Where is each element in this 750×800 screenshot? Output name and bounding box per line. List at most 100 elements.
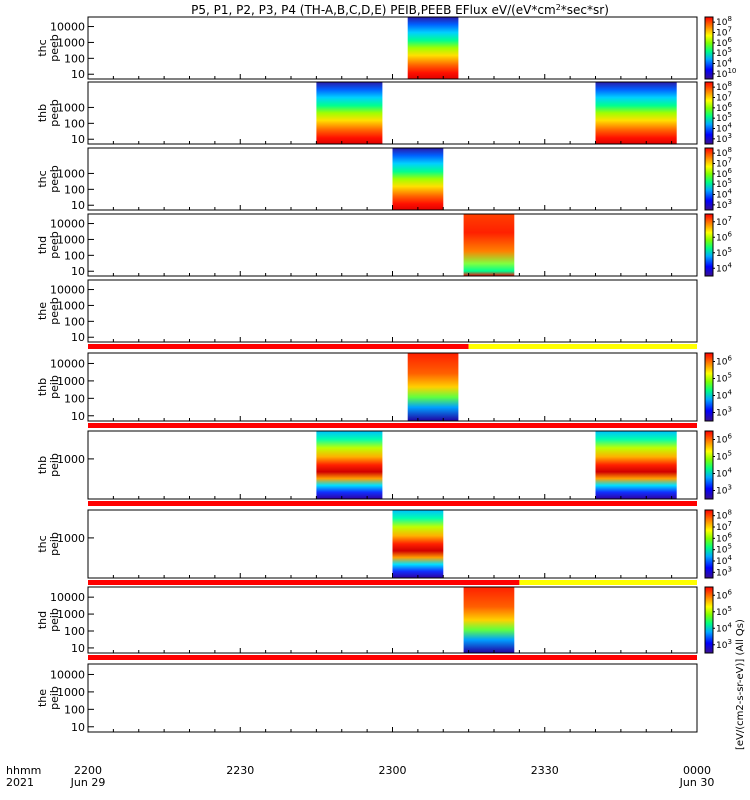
colorbar-tick-label: 105 — [716, 372, 732, 385]
panel-frame — [87, 213, 698, 277]
x-tick-label: 2300 — [379, 764, 407, 777]
colorbar — [704, 213, 714, 277]
colorbar-tick-label: 104 — [716, 554, 732, 567]
y-tick-label: 100 — [64, 703, 85, 716]
quality-flag-bar — [519, 580, 697, 585]
colorbar — [704, 81, 714, 145]
y-tick-label: 10000 — [50, 21, 85, 34]
time-label-hhmm: hhmm — [6, 764, 41, 777]
y-tick-label: 100 — [64, 249, 85, 262]
panel-product-label: peeb — [48, 297, 61, 325]
colorbar-tick-label: 104 — [716, 389, 732, 402]
panel-product-label: peib — [48, 453, 61, 477]
y-tick-label: 1000 — [57, 299, 85, 312]
panel-product-label: peib — [48, 608, 61, 632]
colorbar-tick-label: 103 — [716, 198, 732, 211]
colorbar-tick-label: 1010 — [716, 67, 736, 80]
colorbar-tick-label: 105 — [716, 605, 732, 618]
panel-product-label: peib — [48, 375, 61, 399]
colorbar-tick-label: 108 — [716, 509, 732, 522]
panel-frame — [87, 352, 698, 422]
y-tick-label: 1000 — [57, 532, 85, 545]
colorbar-tick-label: 104 — [716, 57, 732, 70]
colorbar-tick-label: 105 — [716, 246, 732, 259]
y-tick-label: 100 — [64, 117, 85, 130]
colorbar-tick-label: 106 — [716, 167, 732, 180]
colorbar-tick-label: 103 — [716, 484, 732, 497]
colorbar-tick-label: 106 — [716, 355, 732, 368]
figure-title: P5, P1, P2, P3, P4 (TH-A,B,C,D,E) PEIB,P… — [191, 3, 609, 17]
spectrogram-block — [392, 148, 444, 210]
spectrogram-block — [595, 82, 677, 144]
colorbar-tick-label: 105 — [716, 450, 732, 463]
panel-probe-label: thb — [36, 104, 49, 122]
right-colorbar-units-label: [eV/(cm2-s-sr-eV)] (All Qs) — [735, 619, 746, 750]
y-tick-label: 10000 — [50, 284, 85, 297]
panel-probe-label: thc — [36, 535, 49, 552]
panel-product-label: peeb — [48, 231, 61, 259]
y-tick-label: 1000 — [57, 375, 85, 388]
y-tick-label: 1000 — [57, 101, 85, 114]
colorbar-tick-label: 107 — [716, 26, 732, 39]
y-tick-label: 100 — [64, 392, 85, 405]
y-tick-label: 10 — [71, 331, 85, 344]
panel-probe-label: the — [36, 689, 49, 707]
y-tick-label: 1000 — [57, 608, 85, 621]
colorbar-tick-label: 108 — [716, 15, 732, 28]
x-tick-label: 2230 — [226, 764, 254, 777]
time-label-year: 2021 — [6, 776, 34, 789]
x-tick-label: 0000 — [683, 764, 711, 777]
y-tick-label: 10 — [71, 642, 85, 655]
panel-probe-label: thb — [36, 378, 49, 396]
colorbar-tick-label: 108 — [716, 80, 732, 93]
colorbar-tick-label: 103 — [716, 565, 732, 578]
colorbar-tick-label: 104 — [716, 621, 732, 634]
colorbar-tick-label: 105 — [716, 111, 732, 124]
panel-frame — [87, 663, 698, 733]
y-tick-label: 10 — [71, 410, 85, 423]
quality-flag-bar — [88, 655, 697, 660]
panel-frame — [87, 16, 698, 80]
colorbar-tick-label: 105 — [716, 177, 732, 190]
x-tick-date-label: Jun 30 — [679, 776, 715, 789]
y-tick-label: 1000 — [57, 233, 85, 246]
spectrogram-block — [463, 587, 515, 653]
colorbar-tick-label: 106 — [716, 230, 732, 243]
panel-product-label: peeb — [48, 34, 61, 62]
x-tick-label: 2200 — [74, 764, 102, 777]
spectrogram-block — [463, 214, 515, 276]
y-tick-label: 1000 — [57, 453, 85, 466]
colorbar-tick-label: 107 — [716, 520, 732, 533]
colorbar-tick-label: 103 — [716, 638, 732, 651]
y-tick-label: 1000 — [57, 686, 85, 699]
colorbar — [704, 586, 714, 654]
colorbar-tick-label: 105 — [716, 543, 732, 556]
spectrogram-block — [407, 17, 459, 79]
y-tick-label: 10 — [71, 68, 85, 81]
panel-probe-label: the — [36, 302, 49, 320]
panel-probe-label: thd — [36, 611, 49, 629]
panel-probe-label: thd — [36, 236, 49, 254]
y-tick-label: 10 — [71, 721, 85, 734]
colorbar — [704, 430, 714, 500]
spectrogram-block — [407, 353, 459, 421]
panel-product-label: peeb — [48, 99, 61, 127]
spectrogram-block — [316, 82, 383, 144]
y-tick-label: 10 — [71, 133, 85, 146]
panel-probe-label: thb — [36, 456, 49, 474]
quality-flag-bar — [468, 344, 697, 349]
y-tick-label: 10 — [71, 265, 85, 278]
spectrogram-block — [316, 431, 383, 499]
y-tick-label: 100 — [64, 52, 85, 65]
y-tick-label: 10000 — [50, 357, 85, 370]
y-tick-label: 10000 — [50, 218, 85, 231]
